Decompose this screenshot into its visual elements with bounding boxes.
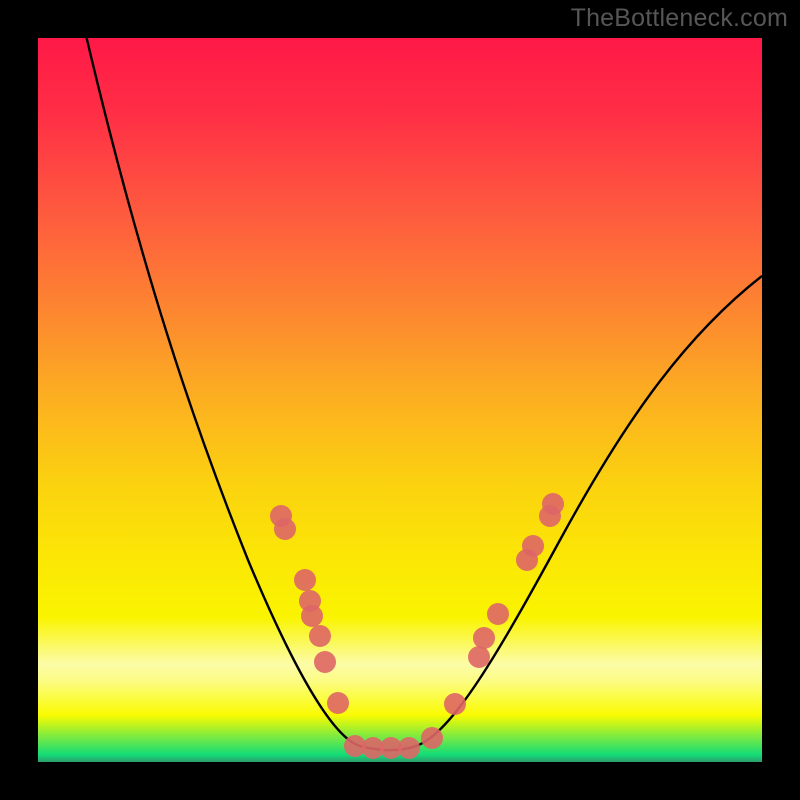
marker-right bbox=[468, 646, 490, 668]
chart-svg bbox=[0, 0, 800, 800]
marker-left bbox=[301, 605, 323, 627]
marker-right bbox=[421, 727, 443, 749]
marker-left bbox=[309, 625, 331, 647]
marker-right bbox=[539, 505, 561, 527]
marker-left bbox=[327, 692, 349, 714]
marker-left bbox=[274, 518, 296, 540]
marker-left bbox=[314, 651, 336, 673]
marker-left bbox=[294, 569, 316, 591]
marker-right bbox=[487, 603, 509, 625]
marker-right bbox=[444, 693, 466, 715]
marker-left bbox=[398, 737, 420, 759]
bottleneck-curve bbox=[71, 0, 762, 750]
marker-right bbox=[473, 627, 495, 649]
marker-right bbox=[522, 535, 544, 557]
